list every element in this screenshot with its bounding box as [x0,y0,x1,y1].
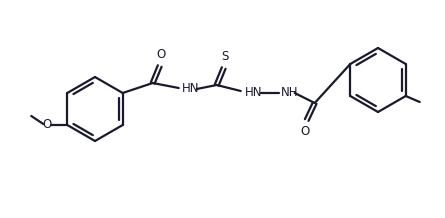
Text: HN: HN [245,87,262,99]
Text: O: O [43,119,52,131]
Text: NH: NH [281,87,298,99]
Text: HN: HN [182,82,199,95]
Text: S: S [221,50,228,63]
Text: O: O [156,48,166,61]
Text: O: O [300,125,309,138]
